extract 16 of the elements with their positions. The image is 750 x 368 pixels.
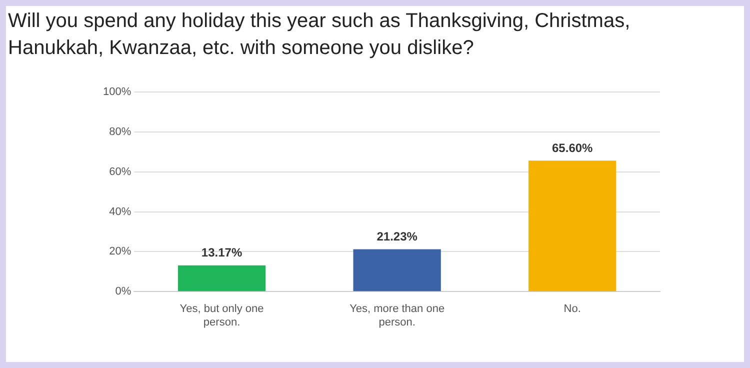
chart-title: Will you spend any holiday this year such as Thanksgiving, Christmas, Hanukkah, Kwanzaa, etc. with someone you dislike? <box>8 9 632 61</box>
y-tick-label: 100% <box>102 86 132 98</box>
data-label: 65.60% <box>552 140 594 155</box>
data-label: 13.17% <box>201 246 242 260</box>
bar <box>178 265 266 292</box>
bar <box>353 249 441 292</box>
y-tick-label: 80% <box>109 126 132 138</box>
x-tick-label: No. <box>564 303 581 316</box>
y-tick-label: 0% <box>115 286 132 298</box>
y-tick-label: 40% <box>109 206 132 218</box>
x-tick-label: Yes, more than one person. <box>350 303 445 328</box>
x-tick-label: Yes, but only one person. <box>180 303 264 328</box>
y-tick-label: 20% <box>109 246 132 258</box>
data-label: 21.23% <box>376 230 418 244</box>
y-tick-label: 60% <box>109 166 132 178</box>
bar <box>528 160 616 292</box>
